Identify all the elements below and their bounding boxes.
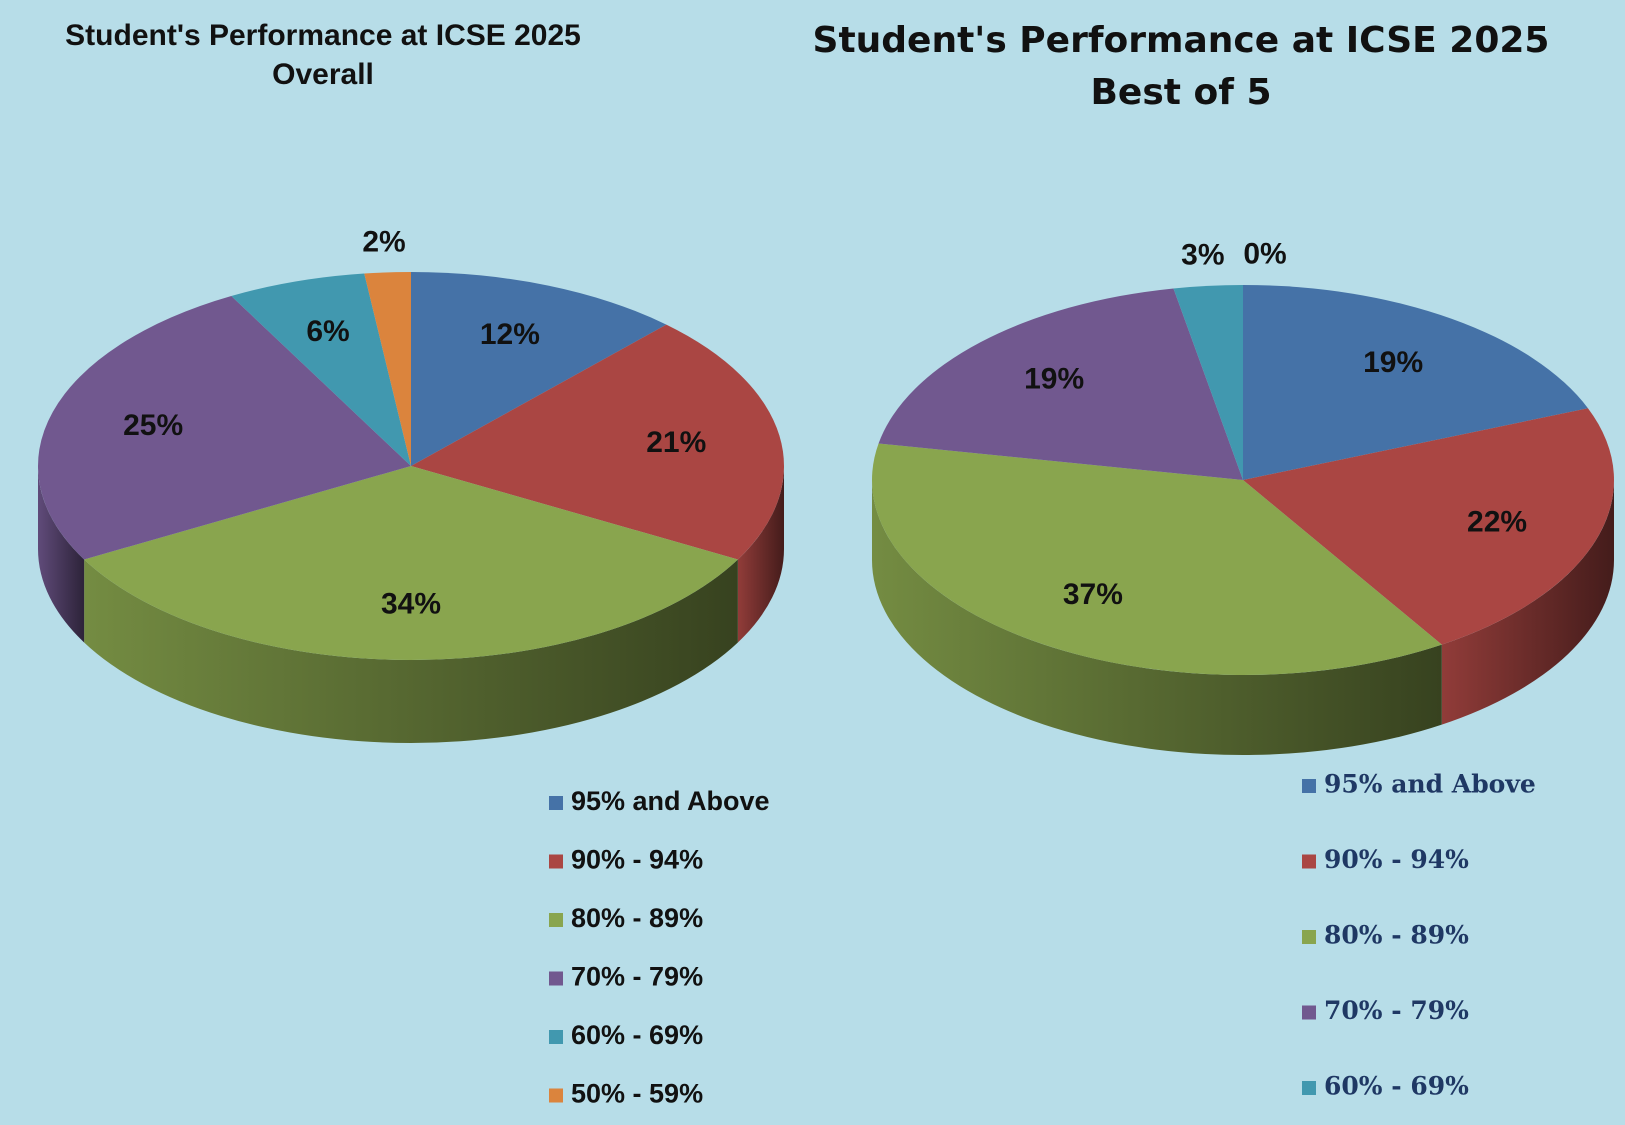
slice-top	[1243, 408, 1614, 645]
legend-swatch	[549, 971, 563, 986]
legend-label: 90% - 94%	[1324, 845, 1469, 874]
data-label: 34%	[381, 588, 441, 621]
pie-slice	[1173, 285, 1243, 480]
slice-side	[84, 559, 738, 743]
legend-swatch	[549, 913, 563, 927]
pie-slice	[1243, 408, 1614, 725]
legend-label: 70% - 79%	[1324, 996, 1469, 1025]
slice-top	[878, 288, 1243, 480]
data-label: 21%	[646, 426, 706, 459]
legend-swatch	[549, 796, 563, 810]
slice-top	[1173, 285, 1243, 480]
legend-swatch	[1302, 779, 1316, 793]
chart-title: Student's Performance at ICSE 2025	[813, 20, 1550, 61]
pie-slice	[364, 272, 411, 466]
chart-subtitle: Overall	[272, 58, 374, 91]
data-label: 6%	[306, 315, 349, 348]
legend-label: 80% - 89%	[571, 903, 703, 933]
chart-title: Student's Performance at ICSE 2025	[65, 19, 581, 52]
slice-top	[364, 272, 411, 466]
data-label: 37%	[1063, 578, 1123, 611]
legend-label: 95% and Above	[571, 786, 770, 816]
slice-top	[411, 272, 667, 466]
data-label: 3%	[1181, 239, 1224, 272]
data-label: 19%	[1024, 363, 1084, 396]
pie-slice	[231, 273, 411, 466]
slice-side	[737, 466, 784, 643]
slice-side	[1441, 480, 1614, 725]
slice-side	[872, 480, 1442, 755]
pie-slice	[411, 272, 667, 466]
legend-label: 60% - 69%	[571, 1020, 703, 1050]
legend-label: 70% - 79%	[571, 962, 703, 992]
pie-slice	[871, 443, 1442, 755]
pie-slice	[411, 324, 784, 643]
pie-slice	[38, 295, 412, 643]
legend-label: 80% - 89%	[1324, 921, 1469, 950]
data-label: 2%	[362, 225, 405, 258]
pie-slice	[1243, 285, 1588, 480]
slice-top	[1243, 285, 1588, 480]
data-label: 12%	[480, 318, 540, 351]
chart-subtitle: Best of 5	[1090, 72, 1271, 113]
slice-top	[38, 295, 412, 560]
data-label: 22%	[1467, 505, 1527, 538]
legend-swatch	[549, 1088, 563, 1103]
slice-side	[38, 466, 85, 643]
legend-swatch	[1302, 1005, 1316, 1020]
data-label: 25%	[123, 409, 183, 442]
legend-label: 60% - 69%	[1324, 1072, 1469, 1101]
pie-slice	[84, 466, 738, 743]
legend-swatch	[549, 1030, 563, 1044]
legend-swatch	[1302, 1081, 1316, 1095]
data-label: 0%	[1243, 238, 1286, 271]
legend-swatch	[549, 854, 563, 869]
slice-top	[231, 273, 411, 466]
legend-swatch	[1302, 854, 1316, 869]
pie-slice	[878, 288, 1243, 480]
data-label: 19%	[1363, 346, 1423, 379]
legend-swatch	[1302, 930, 1316, 944]
slice-top	[84, 466, 738, 660]
slice-top	[411, 324, 784, 560]
slice-top	[871, 443, 1442, 675]
legend-label: 95% and Above	[1324, 770, 1536, 799]
legend-label: 50% - 59%	[571, 1079, 703, 1109]
legend-label: 90% - 94%	[571, 845, 703, 875]
